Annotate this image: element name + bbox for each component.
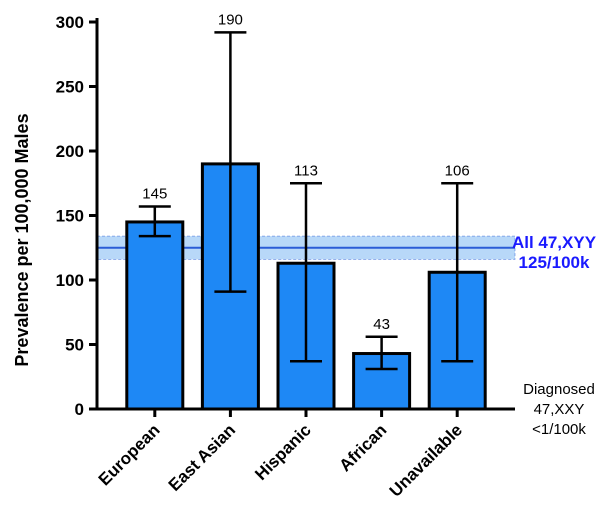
reference-label-line2: 125/100k: [519, 253, 590, 272]
x-tick-label: Hispanic: [251, 420, 315, 484]
y-axis-label: Prevalence per 100,000 Males: [12, 113, 32, 366]
data-label: 113: [294, 162, 318, 179]
bars-layer: 145 190 113 43 106: [125, 11, 487, 411]
y-tick-label: 0: [75, 400, 84, 419]
data-label: 106: [445, 162, 470, 179]
diagnosed-annotation-line1: Diagnosed: [523, 381, 595, 398]
x-tick-label: Unavailable: [386, 420, 466, 500]
y-tick-label: 300: [56, 13, 84, 32]
y-tick-label: 200: [56, 142, 84, 161]
y-tick-label: 250: [56, 78, 84, 97]
y-tick-label: 50: [65, 336, 84, 355]
x-tick-label: African: [336, 420, 391, 475]
x-tick-label: European: [95, 420, 164, 489]
bar-european: [125, 220, 185, 411]
y-tick-label: 150: [56, 207, 84, 226]
data-label: 145: [142, 185, 167, 202]
data-label: 190: [218, 11, 243, 28]
y-tick-label: 100: [56, 271, 84, 290]
data-label: 43: [373, 316, 390, 333]
diagnosed-annotation-line2: 47,XXY: [534, 401, 585, 418]
reference-label-line1: All 47,XYY: [512, 233, 597, 252]
diagnosed-annotation-line3: <1/100k: [532, 421, 586, 438]
x-tick-label: East Asian: [165, 420, 239, 494]
